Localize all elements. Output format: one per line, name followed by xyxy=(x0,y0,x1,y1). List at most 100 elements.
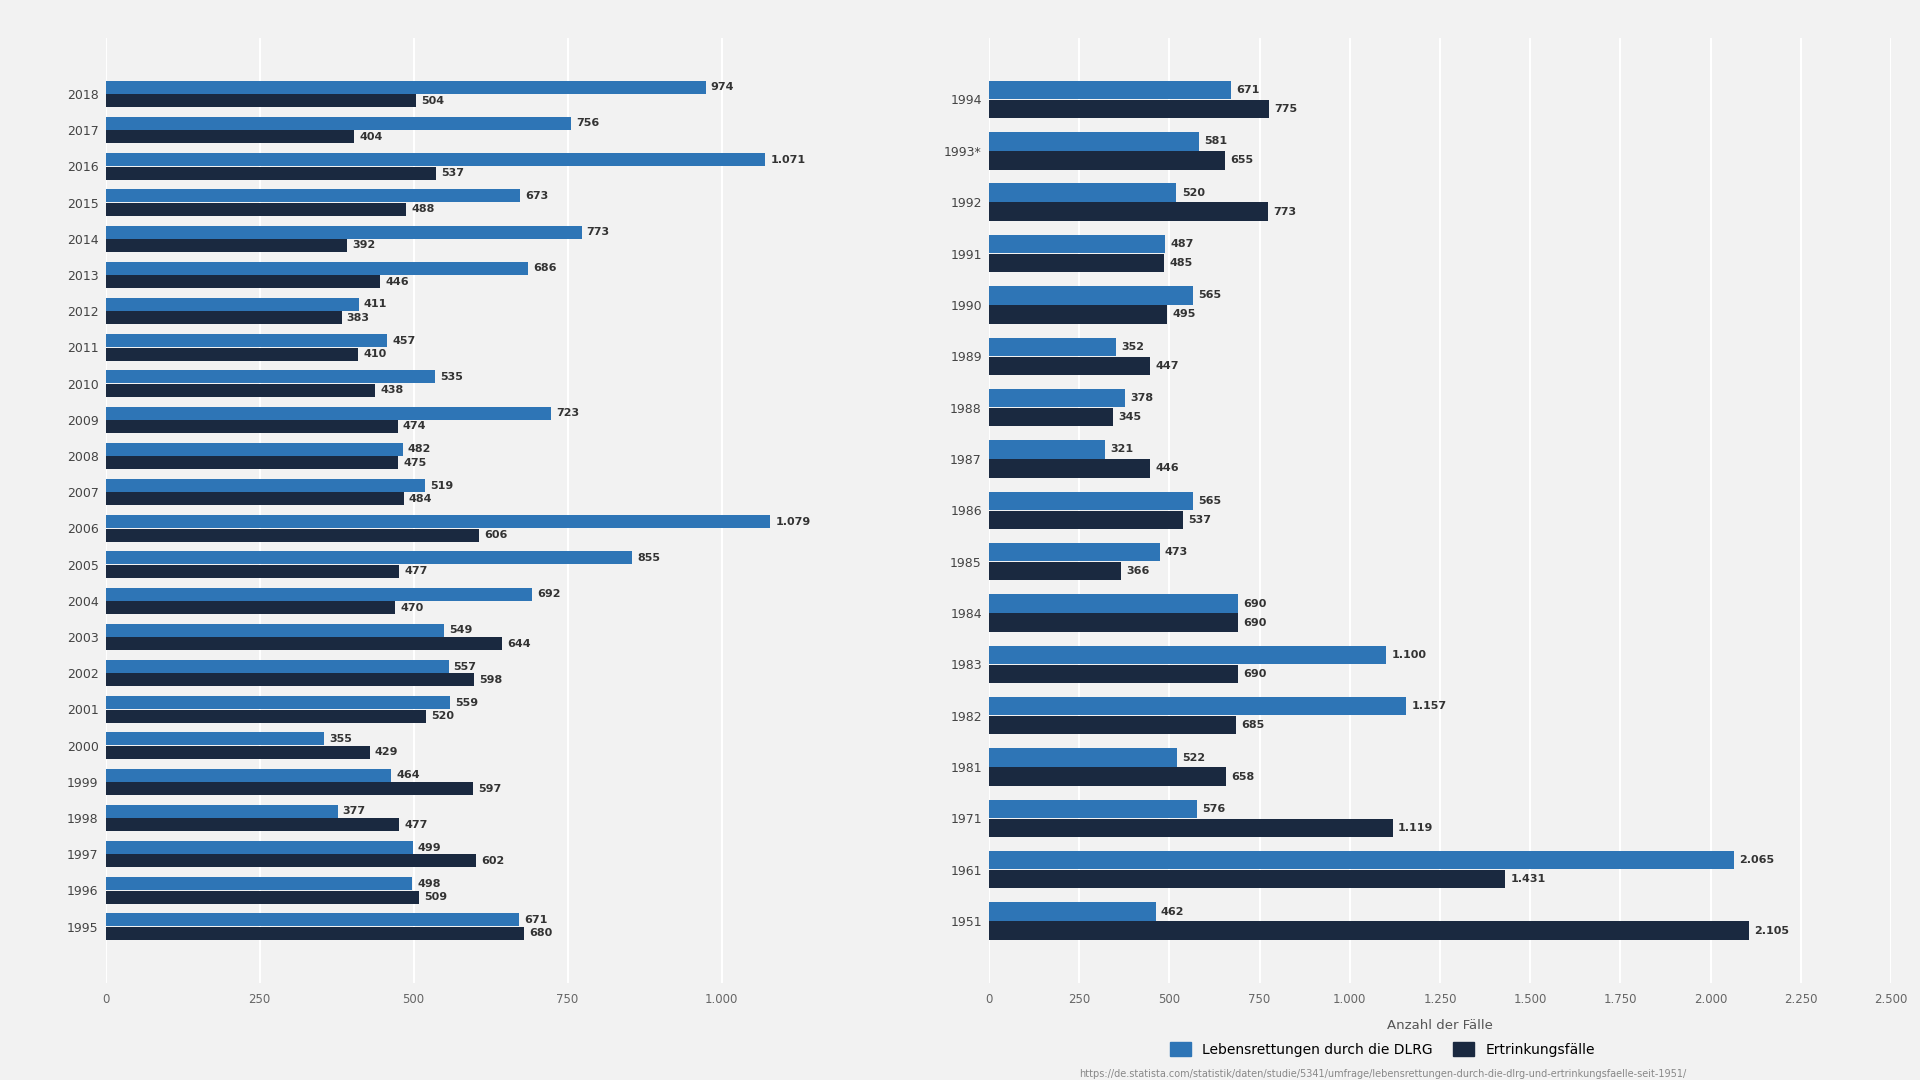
Text: 520: 520 xyxy=(430,711,453,721)
Bar xyxy=(106,166,436,179)
Text: 685: 685 xyxy=(1242,720,1265,730)
Bar xyxy=(106,348,359,361)
Bar xyxy=(106,552,632,565)
Bar xyxy=(106,406,551,420)
Bar xyxy=(989,819,1392,837)
Bar xyxy=(106,94,417,107)
Bar xyxy=(106,383,376,396)
Bar xyxy=(106,153,766,166)
Bar xyxy=(106,226,582,239)
Text: 673: 673 xyxy=(524,191,549,201)
Bar xyxy=(989,254,1164,272)
Bar xyxy=(989,356,1150,375)
Text: 482: 482 xyxy=(407,444,430,455)
Bar xyxy=(989,646,1386,664)
Bar xyxy=(106,275,380,288)
Text: 345: 345 xyxy=(1119,413,1142,422)
Bar xyxy=(106,261,528,274)
Bar xyxy=(106,600,396,615)
Bar xyxy=(106,877,413,890)
Bar xyxy=(989,921,1749,940)
Bar xyxy=(106,81,705,94)
Bar xyxy=(989,767,1227,786)
Bar xyxy=(989,151,1225,170)
Text: 2.065: 2.065 xyxy=(1740,855,1774,865)
Bar xyxy=(989,613,1238,632)
Text: 655: 655 xyxy=(1231,156,1254,165)
Bar xyxy=(989,664,1238,683)
Text: 756: 756 xyxy=(576,119,599,129)
Text: 606: 606 xyxy=(484,530,507,540)
Bar xyxy=(989,903,1156,921)
Text: 690: 690 xyxy=(1244,669,1267,679)
Bar xyxy=(989,338,1116,356)
Text: 974: 974 xyxy=(710,82,733,92)
Bar xyxy=(989,99,1269,118)
Text: 446: 446 xyxy=(1156,463,1179,473)
X-axis label: Anzahl der Fälle: Anzahl der Fälle xyxy=(1386,1020,1494,1032)
Bar xyxy=(106,189,520,202)
Text: 520: 520 xyxy=(1183,188,1206,198)
Text: 535: 535 xyxy=(440,372,463,382)
Bar xyxy=(106,117,572,130)
Bar xyxy=(989,511,1183,529)
Text: 565: 565 xyxy=(1198,291,1221,300)
Text: 1.071: 1.071 xyxy=(770,154,804,164)
Text: 773: 773 xyxy=(1273,206,1296,217)
Bar xyxy=(106,298,359,311)
Bar xyxy=(106,334,388,347)
Bar xyxy=(106,443,403,456)
Bar xyxy=(989,870,1505,889)
Bar xyxy=(106,131,355,144)
Text: 383: 383 xyxy=(346,313,369,323)
Text: 692: 692 xyxy=(538,589,561,599)
Text: 2.105: 2.105 xyxy=(1755,926,1789,935)
Text: 457: 457 xyxy=(392,336,415,346)
Text: 1.157: 1.157 xyxy=(1411,701,1448,712)
Bar xyxy=(106,370,436,383)
Bar xyxy=(989,202,1267,221)
Bar xyxy=(106,420,397,433)
Bar xyxy=(989,286,1192,305)
Bar xyxy=(106,203,407,216)
Bar xyxy=(989,132,1198,150)
Text: 498: 498 xyxy=(417,879,442,889)
Text: 475: 475 xyxy=(403,458,426,468)
Bar xyxy=(106,311,342,324)
Text: 352: 352 xyxy=(1121,341,1144,352)
Text: 549: 549 xyxy=(449,625,472,635)
Bar xyxy=(106,697,449,710)
Bar xyxy=(106,565,399,578)
Text: 366: 366 xyxy=(1127,566,1150,576)
Text: 504: 504 xyxy=(420,96,444,106)
Bar xyxy=(989,594,1238,612)
Bar xyxy=(106,515,770,528)
Text: 495: 495 xyxy=(1173,309,1196,320)
Bar xyxy=(106,782,474,795)
Text: 775: 775 xyxy=(1275,104,1298,114)
Text: 474: 474 xyxy=(403,421,426,432)
Text: 411: 411 xyxy=(363,299,388,310)
Bar xyxy=(106,769,392,782)
Bar xyxy=(106,927,524,940)
Text: 1.100: 1.100 xyxy=(1392,650,1427,660)
Bar xyxy=(106,637,503,650)
Text: 321: 321 xyxy=(1110,445,1133,455)
Text: 597: 597 xyxy=(478,783,501,794)
Bar xyxy=(106,480,426,492)
Bar xyxy=(989,543,1160,562)
Bar xyxy=(106,891,419,904)
Text: 658: 658 xyxy=(1233,771,1256,782)
Text: 690: 690 xyxy=(1244,598,1267,608)
Text: 484: 484 xyxy=(409,494,432,504)
Text: 855: 855 xyxy=(637,553,660,563)
Text: 378: 378 xyxy=(1131,393,1154,403)
Text: 473: 473 xyxy=(1165,548,1188,557)
Text: 499: 499 xyxy=(419,842,442,852)
Bar xyxy=(106,819,399,832)
Text: 671: 671 xyxy=(1236,85,1260,95)
Text: 410: 410 xyxy=(363,349,386,359)
Bar xyxy=(106,710,426,723)
Text: 559: 559 xyxy=(455,698,478,707)
Text: 690: 690 xyxy=(1244,618,1267,627)
